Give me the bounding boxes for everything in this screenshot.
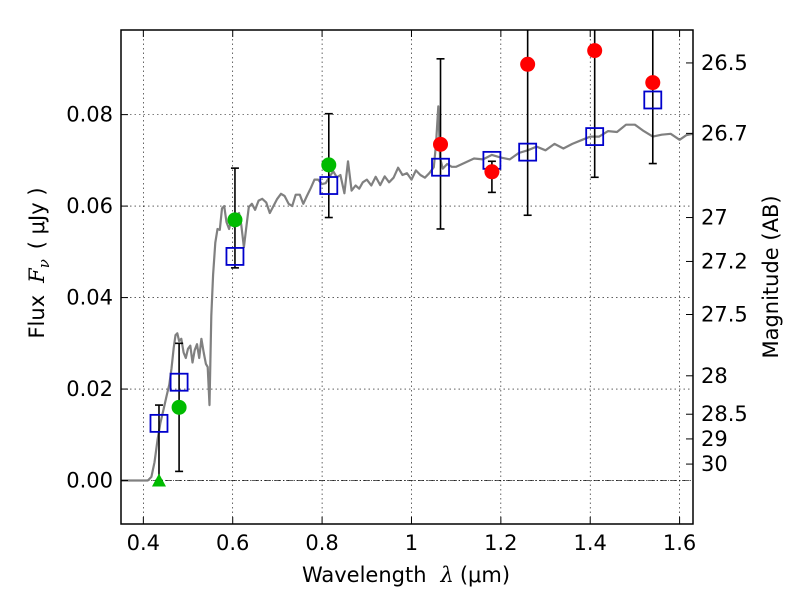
y-axis-label: FluxFν( μJy ) (25, 187, 53, 338)
y-tick-label: 0.02 (66, 377, 113, 401)
y2-tick-label: 27 (701, 206, 728, 230)
y2-axis-label: Magnitude (AB) (759, 195, 783, 358)
green-circle-marker (321, 157, 337, 173)
synthetic-square-marker (585, 127, 605, 146)
y-tick-label: 0.06 (66, 194, 113, 218)
y2-tick-label: 27.2 (701, 249, 748, 273)
x-tick-label: 0.8 (305, 531, 338, 555)
red-circle-marker (587, 43, 603, 59)
synthetic-square-marker (518, 142, 538, 162)
y-tick-label: 0.00 (66, 469, 113, 493)
y2-tick-label: 26.7 (701, 121, 748, 145)
x-tick-label: 0.6 (216, 531, 249, 555)
data-layer (121, 30, 693, 487)
red-circle-marker (520, 56, 536, 72)
green-circle-marker (227, 212, 243, 228)
y-tick-label: 0.08 (66, 103, 113, 127)
grid (121, 30, 693, 524)
y2-tick-label: 29 (701, 427, 728, 451)
plot-area (121, 30, 693, 524)
synthetic-square-marker (149, 413, 169, 433)
synthetic-square-marker (431, 157, 450, 177)
x-tick-label: 1.4 (574, 531, 607, 555)
x-tick-label: 1.6 (663, 531, 696, 555)
ticks: 0.4 0.6 0.8 1 1.2 1.4 1.6 0.00 0.02 0.04 0.06 0.08 2… (66, 30, 748, 555)
spectrum-line (121, 105, 693, 482)
red-circle-marker (484, 164, 500, 180)
y2-tick-label: 28.5 (701, 402, 748, 426)
synthetic-square-marker (643, 90, 663, 110)
y2-tick-label: 28 (701, 364, 728, 388)
red-circle-marker (433, 136, 449, 152)
plot-frame (120, 29, 694, 525)
x-tick-label: 1.2 (484, 531, 517, 555)
synthetic-square-marker (319, 176, 339, 195)
red-circle-marker (645, 75, 661, 91)
synthetic-square-marker (225, 247, 245, 266)
y-tick-label: 0.04 (66, 286, 113, 310)
upper-limit-triangle-marker (151, 473, 166, 487)
x-axis-label: Wavelength λ (μm) (302, 563, 510, 587)
y2-tick-label: 30 (701, 452, 728, 476)
y2-tick-label: 27.5 (701, 303, 748, 327)
synthetic-square-marker (169, 372, 189, 392)
green-circle-marker (171, 399, 187, 415)
x-tick-label: 1 (405, 531, 418, 555)
x-tick-label: 0.4 (127, 531, 160, 555)
y2-tick-label: 26.5 (701, 51, 748, 75)
